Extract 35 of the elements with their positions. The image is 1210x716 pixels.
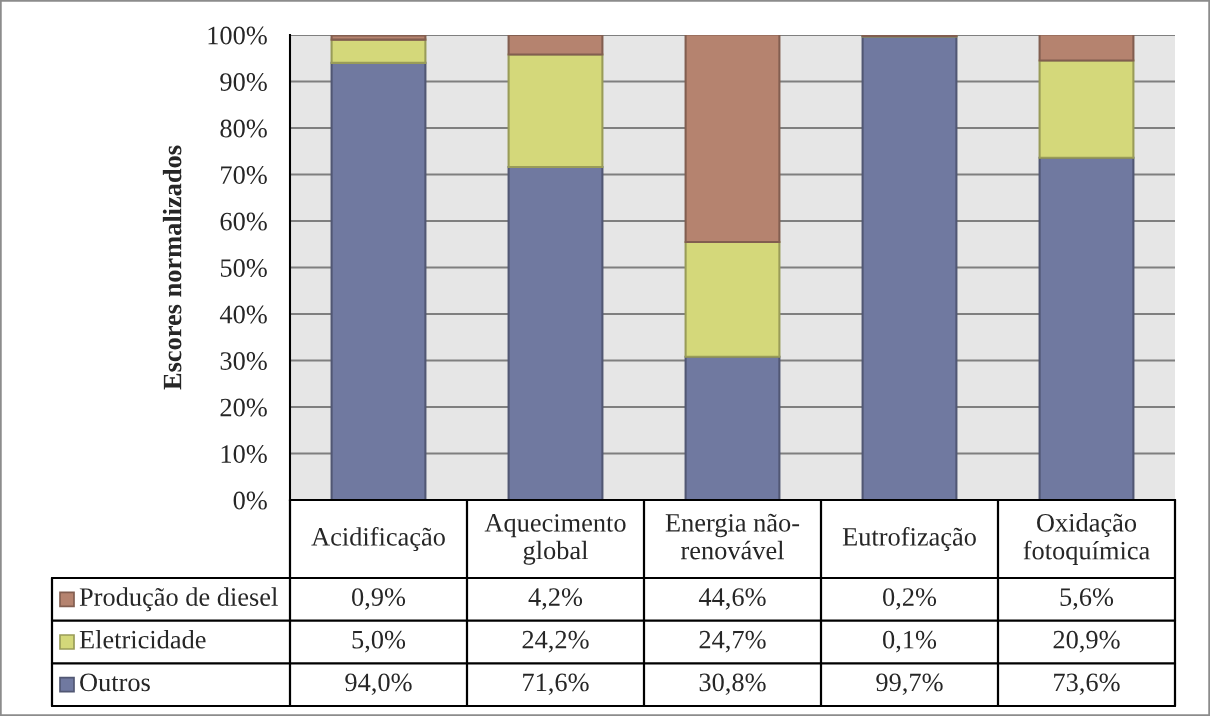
x-tick-label: Eutrofização bbox=[842, 526, 976, 552]
y-tick-label: 90% bbox=[220, 73, 267, 91]
legend-label: Produção de diesel bbox=[79, 587, 278, 612]
x-tick-label: Acidificação bbox=[311, 526, 445, 552]
y-tick-label: 30% bbox=[220, 352, 267, 370]
data-label: 0,1% bbox=[883, 630, 937, 653]
data-label: 5,6% bbox=[1060, 588, 1114, 610]
x-tick-label: Oxidação fotoquímica bbox=[1023, 513, 1150, 565]
data-label: 94,0% bbox=[345, 673, 412, 696]
data-label: 30,8% bbox=[699, 673, 766, 696]
data-label: 73,6% bbox=[1054, 673, 1120, 696]
data-label: 5,0% bbox=[352, 630, 406, 653]
data-label: 0,9% bbox=[352, 588, 406, 610]
x-tick-label: Aquecimento global bbox=[484, 514, 626, 565]
data-label: 20,9% bbox=[1053, 630, 1120, 653]
data-label: 4,2% bbox=[528, 588, 583, 610]
y-tick-label: 70% bbox=[221, 166, 267, 184]
data-label: 44,6% bbox=[698, 588, 766, 610]
y-tick-label: 50% bbox=[220, 259, 267, 277]
data-label: 0,2% bbox=[883, 588, 937, 610]
y-tick-label: 100% bbox=[208, 26, 267, 45]
y-axis-title: Escores normalizados bbox=[162, 145, 182, 390]
y-tick-label: 10% bbox=[221, 445, 267, 463]
data-label: 71,6% bbox=[523, 673, 589, 696]
legend-label: Outros bbox=[80, 673, 150, 692]
x-tick-label: Energia não-renovável bbox=[665, 513, 800, 560]
data-label: 99,7% bbox=[876, 673, 943, 696]
y-tick-label: 60% bbox=[220, 212, 267, 231]
legend-label: Eletricidade bbox=[79, 630, 206, 649]
y-tick-label: 0% bbox=[233, 491, 267, 510]
y-tick-label: 80% bbox=[220, 119, 267, 138]
y-tick-label: 40% bbox=[219, 305, 267, 324]
y-tick-label: 20% bbox=[220, 398, 267, 417]
data-label: 24,7% bbox=[699, 630, 766, 653]
data-label: 24,2% bbox=[522, 630, 589, 653]
